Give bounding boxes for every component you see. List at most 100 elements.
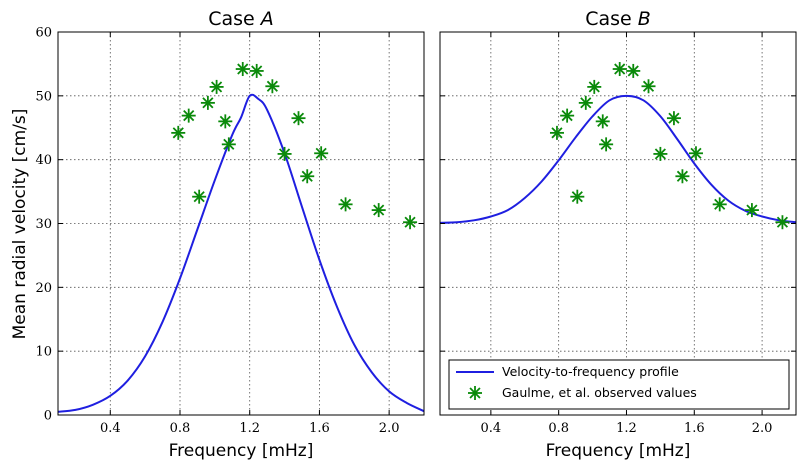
profile-line-case-a bbox=[57, 93, 425, 413]
observed-point bbox=[549, 125, 564, 140]
marker-stroke bbox=[223, 138, 235, 150]
panel-case-b: 0.4 0.8 1.2 1.6 2.0 Case B Frequency [mHz] V… bbox=[439, 8, 797, 461]
marker-stroke bbox=[237, 63, 249, 75]
observed-point bbox=[653, 146, 668, 161]
y-tick-label: 0 bbox=[44, 409, 52, 424]
marker-stroke bbox=[627, 65, 639, 77]
marker-stroke bbox=[301, 170, 313, 182]
y-tick-label: 60 bbox=[35, 26, 52, 41]
y-tick-label: 10 bbox=[35, 345, 52, 360]
panel-case-a: 0.4 0.8 1.2 1.6 2.0 0 10 20 30 40 50 60 Case A Freq… bbox=[10, 8, 425, 461]
marker-stroke bbox=[600, 138, 612, 150]
marker-stroke bbox=[172, 127, 184, 139]
y-tick-label: 30 bbox=[35, 217, 52, 232]
ticks-b: 0.4 0.8 1.2 1.6 2.0 bbox=[440, 31, 796, 436]
y-tick-label: 20 bbox=[35, 281, 52, 296]
observed-point bbox=[570, 189, 585, 204]
observed-point bbox=[265, 79, 280, 94]
observed-point bbox=[626, 63, 641, 78]
legend-star-marker bbox=[468, 386, 482, 400]
x-tick-label: 0.8 bbox=[170, 421, 191, 436]
marker-stroke bbox=[668, 112, 680, 124]
observed-point bbox=[641, 79, 656, 94]
observed-point bbox=[578, 95, 593, 110]
marker-stroke bbox=[404, 216, 416, 228]
x-tick-label: 2.0 bbox=[379, 421, 400, 436]
observed-point bbox=[775, 215, 790, 230]
observed-point bbox=[612, 62, 627, 77]
x-tick-label: 1.2 bbox=[239, 421, 260, 436]
x-tick-label: 1.6 bbox=[309, 421, 330, 436]
legend: Velocity-to-frequency profile Gaulme, et… bbox=[448, 359, 790, 410]
marker-stroke bbox=[580, 97, 592, 109]
marker-stroke bbox=[571, 191, 583, 203]
legend-label-profile: Velocity-to-frequency profile bbox=[502, 364, 679, 379]
observed-markers-case-a bbox=[171, 62, 418, 230]
marker-stroke bbox=[278, 148, 291, 160]
x-tick-label: 0.8 bbox=[548, 421, 569, 436]
marker-stroke bbox=[642, 80, 655, 92]
observed-point bbox=[587, 79, 602, 94]
observed-point bbox=[249, 63, 264, 78]
observed-point bbox=[192, 189, 207, 204]
x-tick-label: 0.4 bbox=[481, 421, 502, 436]
marker-stroke bbox=[614, 63, 626, 75]
observed-point bbox=[277, 146, 292, 161]
marker-stroke bbox=[211, 81, 223, 93]
x-tick-label: 1.2 bbox=[616, 421, 637, 436]
y-axis-title: Mean radial velocity [cm/s] bbox=[10, 109, 30, 340]
observed-point bbox=[712, 197, 727, 212]
marker-stroke bbox=[561, 110, 573, 122]
marker-stroke bbox=[339, 198, 352, 210]
marker-stroke bbox=[597, 115, 609, 127]
observed-point bbox=[291, 111, 306, 126]
marker-stroke bbox=[315, 147, 327, 159]
x-axis-title-case-b: Frequency [mHz] bbox=[546, 441, 691, 461]
marker-stroke bbox=[551, 127, 563, 139]
observed-point bbox=[235, 62, 250, 77]
marker-stroke bbox=[654, 148, 666, 160]
x-tick-label: 1.6 bbox=[684, 421, 705, 436]
marker-stroke bbox=[266, 80, 278, 92]
observed-point bbox=[171, 125, 186, 140]
observed-point bbox=[221, 137, 236, 152]
legend-box bbox=[448, 359, 790, 410]
grid-a bbox=[58, 31, 424, 416]
observed-point bbox=[599, 137, 614, 152]
profile-line-case-b bbox=[439, 94, 797, 224]
observed-point bbox=[314, 146, 329, 161]
observed-point bbox=[181, 108, 196, 123]
x-tick-label: 0.4 bbox=[100, 421, 121, 436]
marker-stroke bbox=[183, 110, 195, 122]
plot-frame-case-a bbox=[57, 31, 425, 416]
marker-stroke bbox=[193, 191, 205, 203]
observed-point bbox=[595, 114, 610, 129]
observed-point bbox=[666, 111, 681, 126]
ticks-a: 0.4 0.8 1.2 1.6 2.0 0 10 20 30 40 50 60 bbox=[35, 26, 424, 436]
x-axis-title-case-a: Frequency [mHz] bbox=[169, 441, 314, 461]
observed-point bbox=[675, 169, 690, 184]
marker-stroke bbox=[714, 198, 726, 210]
observed-point bbox=[744, 203, 759, 218]
marker-stroke bbox=[588, 81, 600, 93]
legend-label-observed: Gaulme, et al. observed values bbox=[502, 385, 697, 400]
observed-point bbox=[218, 114, 233, 129]
x-tick-label: 2.0 bbox=[752, 421, 773, 436]
marker-stroke bbox=[292, 112, 305, 124]
marker-stroke bbox=[469, 387, 481, 399]
marker-stroke bbox=[676, 170, 689, 182]
marker-stroke bbox=[219, 115, 231, 127]
marker-stroke bbox=[373, 204, 385, 216]
observed-point bbox=[371, 203, 386, 218]
observed-point bbox=[560, 108, 575, 123]
observed-point bbox=[209, 79, 224, 94]
marker-stroke bbox=[690, 147, 702, 159]
marker-stroke bbox=[746, 204, 758, 216]
observed-markers-case-b bbox=[549, 62, 790, 230]
observed-point bbox=[688, 146, 703, 161]
chart-title-case-a: Case A bbox=[208, 8, 274, 30]
observed-point bbox=[200, 95, 215, 110]
marker-stroke bbox=[251, 65, 263, 77]
marker-stroke bbox=[776, 216, 789, 228]
